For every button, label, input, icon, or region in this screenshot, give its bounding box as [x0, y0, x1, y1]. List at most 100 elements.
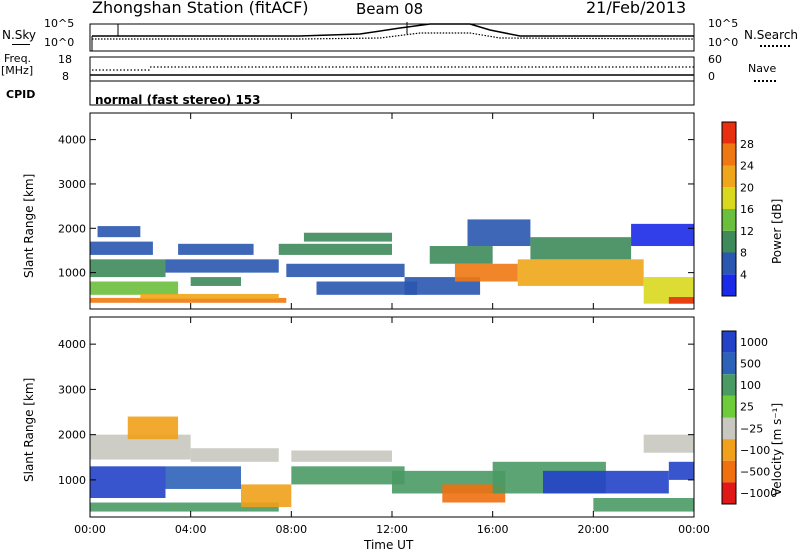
colorbar-tick-label: −1000	[740, 487, 777, 500]
nsky-label: N.Sky	[2, 28, 37, 42]
power-patch	[467, 219, 531, 247]
station-title: Zhongshan Station (fitACF)	[92, 0, 309, 17]
y-tick-label: 3000	[58, 383, 86, 396]
colorbar-tick-label: 16	[740, 203, 754, 216]
power-patch	[303, 232, 392, 242]
power-colorbar-segment	[722, 143, 736, 166]
velocity-patch	[90, 502, 279, 512]
power-axes: 1000 2000 3000 4000	[58, 113, 695, 309]
colorbar-tick-label: 28	[740, 138, 754, 151]
colorbar-tick-label: 500	[740, 357, 761, 370]
y-tick-label: 3000	[58, 178, 86, 191]
power-colorbar-segment	[722, 230, 736, 253]
y-tick-label: 1000	[58, 267, 86, 280]
colorbar-tick-label: 25	[740, 401, 754, 414]
beam-label: Beam 08	[356, 0, 424, 18]
power-colorbar-segment	[722, 187, 736, 209]
freq-label: Freq.	[4, 52, 32, 65]
y-tick-label: 1000	[58, 474, 86, 487]
power-patch	[631, 223, 694, 247]
velocity-axes: 1000 2000 3000 4000 00:00 04:00 08:00 12:00 16:0…	[58, 317, 710, 536]
power-patch	[530, 237, 632, 260]
x-tick-label: 12:00	[376, 523, 408, 536]
velocity-patch	[241, 484, 292, 508]
power-patch	[140, 293, 279, 300]
power-ylabel: Slant Range [km]	[22, 173, 36, 278]
velocity-patch	[190, 448, 279, 462]
power-colorbar-segment	[722, 274, 736, 296]
nave-dotted-key	[754, 80, 776, 82]
nave-label: Nave	[748, 62, 777, 75]
y-tick-label: 2000	[58, 429, 86, 442]
colorbar-tick-label: 20	[740, 181, 754, 194]
velocity-colorbar-segment	[722, 460, 736, 483]
freq-unit: [MHz]	[1, 64, 34, 77]
power-patch	[668, 297, 694, 304]
nsky-panel-frame	[89, 23, 695, 52]
power-colorbar: 4 8 12 16 20 24 28	[721, 121, 754, 297]
x-tick-label: 00:00	[74, 523, 106, 536]
nsearch-dotted-key	[760, 45, 790, 47]
velocity-patch	[90, 466, 166, 498]
cpid-text: normal (fast stereo) 153	[95, 93, 261, 107]
velocity-colorbar-segment	[722, 417, 736, 440]
power-colorbar-segment	[722, 209, 736, 231]
colorbar-tick-label: 1000	[740, 336, 768, 349]
nsky-underline	[12, 44, 30, 45]
velocity-colorbar-segment	[722, 331, 736, 353]
nsky-tick-top: 10^5	[44, 17, 75, 30]
y-tick-label: 2000	[58, 222, 86, 235]
x-tick-label: 16:00	[477, 523, 509, 536]
power-heatmap	[90, 219, 694, 304]
power-patch	[454, 263, 518, 282]
power-patch	[286, 263, 405, 278]
colorbar-tick-label: 4	[740, 268, 747, 281]
x-tick-label: 08:00	[275, 523, 307, 536]
velocity-colorbar: 1000 500 100 25 −25 −100 −500 −1000	[721, 330, 777, 505]
velocity-colorbar-label: Velocity [m s⁻¹]	[770, 402, 784, 496]
x-axis-label: Time UT	[364, 538, 414, 552]
velocity-patch	[593, 497, 694, 512]
nsearch-trace	[92, 32, 695, 40]
nsearch-label: N.Search	[744, 28, 799, 42]
power-colorbar-segment	[722, 122, 736, 144]
x-tick-label: 00:00	[678, 523, 710, 536]
power-patch	[90, 241, 153, 255]
power-colorbar-label: Power [dB]	[770, 198, 784, 264]
nsearch-tick-bottom: 10^0	[708, 36, 739, 49]
colorbar-tick-label: 12	[740, 225, 754, 238]
colorbar-frame	[721, 121, 737, 297]
power-patch	[190, 277, 241, 286]
velocity-patch	[643, 434, 694, 453]
colorbar-tick-label: 24	[740, 160, 754, 173]
freq-tick-top: 18	[58, 53, 72, 66]
velocity-colorbar-segment	[722, 395, 736, 418]
freq-panel-frame	[89, 56, 695, 82]
velocity-patch	[442, 484, 506, 503]
power-patch	[517, 259, 644, 286]
nave-tick-top: 60	[708, 53, 722, 66]
power-patch	[90, 281, 179, 295]
power-patch	[97, 226, 141, 238]
power-patch	[90, 297, 287, 303]
velocity-colorbar-segment	[722, 352, 736, 375]
nsearch-tick-top: 10^5	[708, 17, 739, 30]
colorbar-tick-label: 8	[740, 247, 747, 260]
velocity-patch	[668, 461, 694, 480]
nsky-tick-bottom: 10^0	[44, 36, 75, 49]
velocity-patch	[291, 450, 392, 462]
freq-tick-bottom: 8	[62, 70, 69, 83]
y-tick-label: 4000	[58, 134, 86, 147]
power-patch	[429, 246, 493, 264]
cpid-label: CPID	[6, 88, 36, 101]
x-tick-label: 04:00	[175, 523, 207, 536]
power-patch	[90, 259, 166, 278]
nsky-trace	[92, 23, 694, 37]
velocity-patch	[127, 416, 179, 440]
colorbar-tick-label: −500	[740, 466, 770, 479]
colorbar-frame	[721, 330, 737, 505]
nave-tick-bottom: 0	[708, 70, 715, 83]
power-colorbar-segment	[722, 252, 736, 275]
power-patch	[178, 243, 254, 255]
